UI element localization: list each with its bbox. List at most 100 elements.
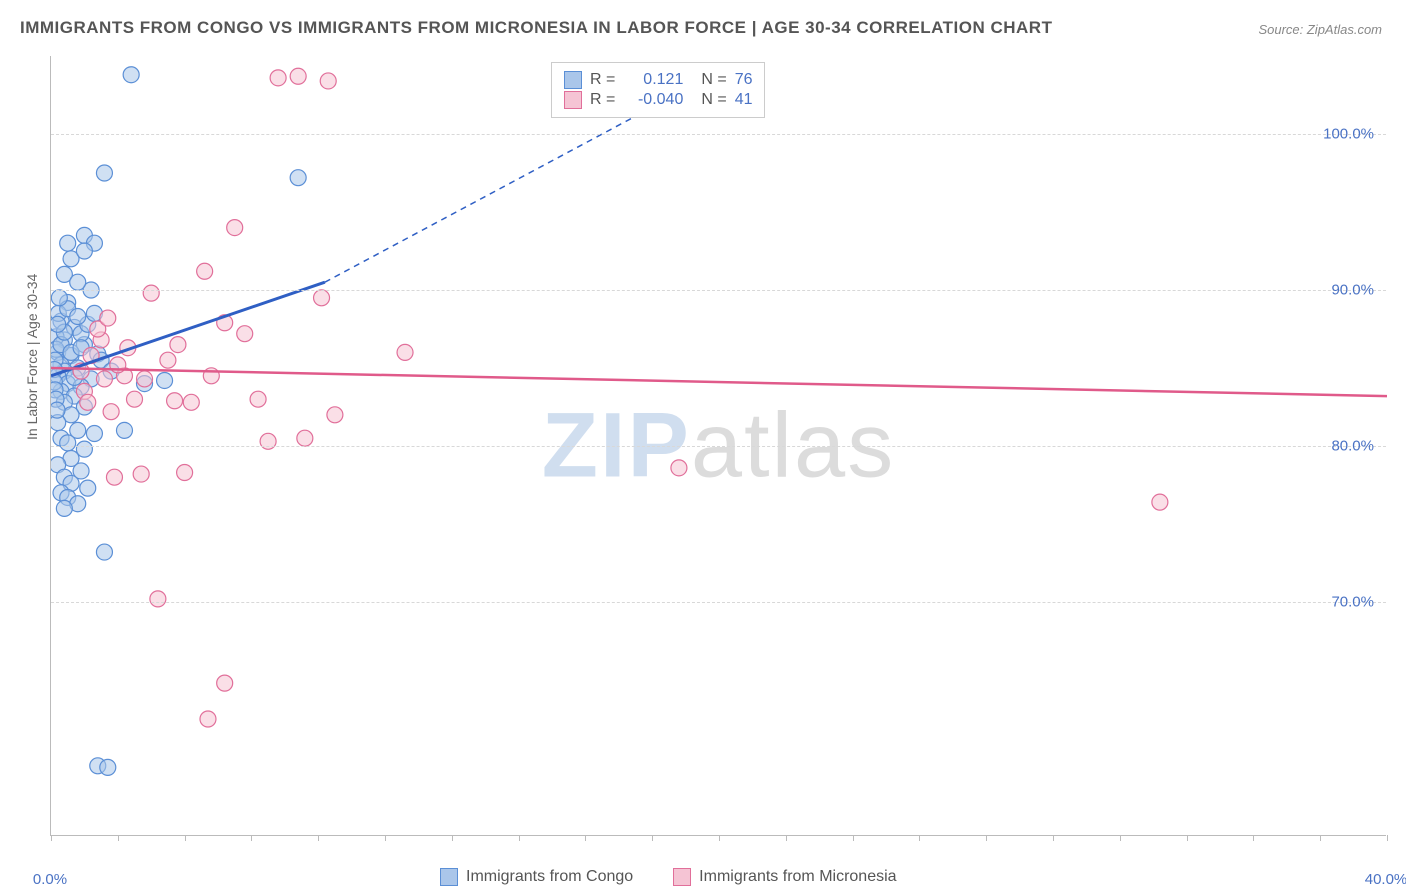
data-point: [96, 165, 112, 181]
x-tick: [585, 835, 586, 841]
data-point: [197, 263, 213, 279]
data-point: [80, 394, 96, 410]
n-label: N =: [701, 91, 726, 109]
r-value: 0.121: [623, 71, 683, 89]
data-point: [160, 352, 176, 368]
chart-plot-area: ZIPatlas R =0.121N =76R =-0.040N =41 70.…: [50, 56, 1386, 836]
data-point: [327, 407, 343, 423]
data-point: [320, 73, 336, 89]
legend-item: Immigrants from Congo: [440, 868, 633, 886]
data-point: [270, 70, 286, 86]
legend-swatch: [564, 71, 582, 89]
r-label: R =: [590, 71, 615, 89]
y-tick-label: 90.0%: [1331, 282, 1374, 299]
correlation-row: R = 0.121 N = 76: [564, 71, 752, 89]
x-tick-label: 40.0%: [1365, 871, 1406, 888]
x-tick: [1387, 835, 1388, 841]
x-tick: [1053, 835, 1054, 841]
data-point: [56, 500, 72, 516]
data-point: [157, 372, 173, 388]
gridline: [51, 290, 1386, 291]
data-point: [70, 274, 86, 290]
data-point: [137, 371, 153, 387]
gridline: [51, 446, 1386, 447]
n-label: N =: [701, 71, 726, 89]
data-point: [290, 170, 306, 186]
x-tick: [1320, 835, 1321, 841]
data-point: [143, 285, 159, 301]
data-point: [106, 469, 122, 485]
data-point: [297, 430, 313, 446]
data-point: [60, 435, 76, 451]
legend-swatch: [564, 91, 582, 109]
data-point: [227, 220, 243, 236]
data-point: [290, 68, 306, 84]
data-point: [51, 290, 67, 306]
legend-swatch: [440, 868, 458, 886]
n-value: 41: [735, 91, 753, 109]
data-point: [177, 465, 193, 481]
data-point: [237, 326, 253, 342]
y-tick-label: 80.0%: [1331, 438, 1374, 455]
n-value: 76: [735, 71, 753, 89]
y-axis-label: In Labor Force | Age 30-34: [24, 274, 40, 440]
data-point: [314, 290, 330, 306]
y-tick-label: 100.0%: [1323, 126, 1374, 143]
x-tick: [318, 835, 319, 841]
data-point: [671, 460, 687, 476]
gridline: [51, 134, 1386, 135]
bottom-legend: Immigrants from Congo Immigrants from Mic…: [440, 868, 897, 886]
correlation-row: R = -0.040 N = 41: [564, 91, 752, 109]
y-tick-label: 70.0%: [1331, 594, 1374, 611]
x-tick: [51, 835, 52, 841]
x-tick: [118, 835, 119, 841]
data-point: [183, 394, 199, 410]
legend-item: Immigrants from Micronesia: [673, 868, 896, 886]
x-tick: [1187, 835, 1188, 841]
data-point: [217, 675, 233, 691]
x-tick: [853, 835, 854, 841]
r-value: -0.040: [623, 91, 683, 109]
data-point: [76, 243, 92, 259]
legend-label: Immigrants from Micronesia: [699, 868, 896, 886]
x-tick: [786, 835, 787, 841]
data-point: [150, 591, 166, 607]
x-tick: [652, 835, 653, 841]
data-point: [123, 67, 139, 83]
data-point: [100, 310, 116, 326]
data-point: [250, 391, 266, 407]
data-point: [96, 371, 112, 387]
x-tick: [986, 835, 987, 841]
x-tick: [452, 835, 453, 841]
data-point: [103, 404, 119, 420]
data-point: [80, 480, 96, 496]
r-label: R =: [590, 91, 615, 109]
gridline: [51, 602, 1386, 603]
x-tick: [385, 835, 386, 841]
data-point: [397, 344, 413, 360]
x-tick: [519, 835, 520, 841]
data-point: [60, 235, 76, 251]
data-point: [133, 466, 149, 482]
x-tick: [719, 835, 720, 841]
x-tick: [919, 835, 920, 841]
data-point: [100, 759, 116, 775]
data-point: [51, 316, 66, 332]
x-tick: [185, 835, 186, 841]
x-tick: [251, 835, 252, 841]
data-point: [170, 337, 186, 353]
data-point: [127, 391, 143, 407]
x-tick-label: 0.0%: [33, 871, 67, 888]
data-point: [86, 426, 102, 442]
data-point: [51, 402, 65, 418]
legend-swatch: [673, 868, 691, 886]
data-point: [1152, 494, 1168, 510]
data-point: [116, 422, 132, 438]
trend-line-micronesia: [51, 368, 1387, 396]
data-point: [70, 309, 86, 325]
x-tick: [1253, 835, 1254, 841]
data-point: [96, 544, 112, 560]
legend-label: Immigrants from Congo: [466, 868, 633, 886]
data-point: [167, 393, 183, 409]
data-point: [200, 711, 216, 727]
